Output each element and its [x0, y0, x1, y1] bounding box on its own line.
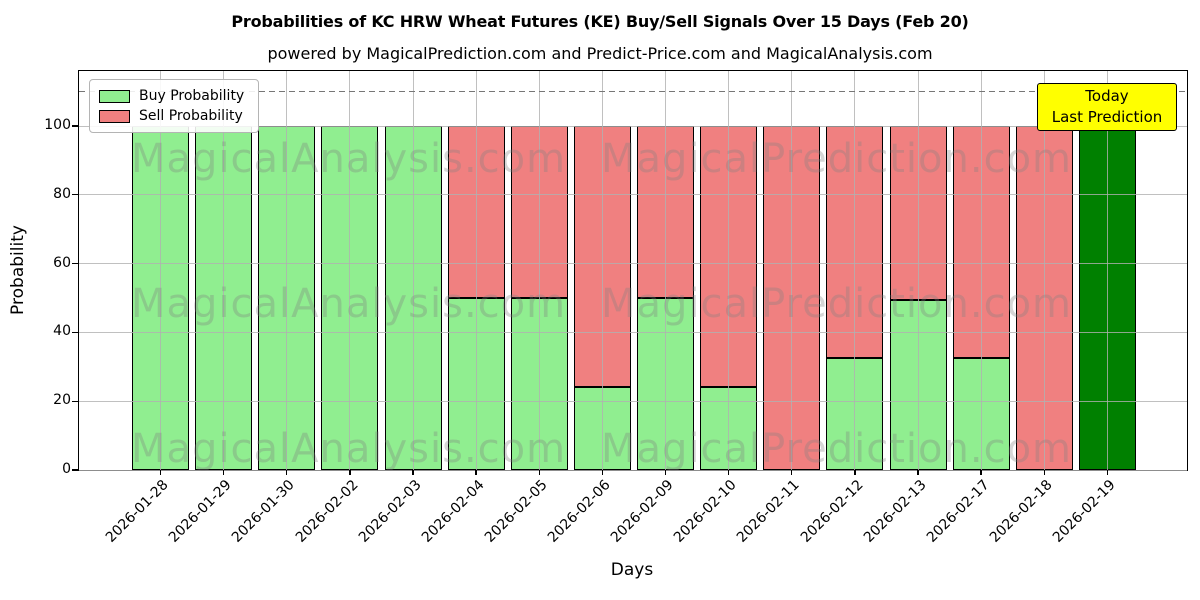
x-tick-mark: [727, 470, 730, 475]
gridline-horizontal: [79, 400, 1187, 402]
x-tick-mark: [1106, 470, 1109, 475]
gridline-vertical: [601, 71, 603, 470]
gridline-vertical: [160, 71, 161, 470]
gridline-vertical: [223, 71, 225, 470]
plot-area: Buy Probability Sell Probability Today L…: [44, 70, 1188, 546]
gridline-vertical: [1043, 71, 1045, 470]
gridline-horizontal: [79, 263, 1187, 265]
y-tick-label: 60: [53, 254, 71, 271]
x-tick-label: 2026-02-09: [608, 477, 677, 546]
x-tick-mark: [412, 470, 414, 475]
gridline-vertical: [349, 71, 351, 470]
today-annotation-line2: Last Prediction: [1051, 108, 1163, 126]
legend-label-sell: Sell Probability: [139, 108, 243, 124]
x-tick-mark: [854, 470, 856, 475]
today-annotation-box: Today Last Prediction: [1037, 83, 1177, 131]
x-tick-mark: [917, 470, 919, 475]
dashed-threshold-line: [79, 90, 1187, 93]
y-tick-label: 0: [62, 461, 71, 477]
chart-title: Probabilities of KC HRW Wheat Futures (K…: [231, 12, 969, 31]
legend-label-buy: Buy Probability: [139, 88, 245, 104]
x-tick-mark: [1043, 470, 1045, 475]
x-tick-label: 2026-02-06: [544, 477, 614, 546]
x-tick-label: 2026-02-10: [671, 477, 740, 546]
legend-swatch-sell: [99, 109, 130, 123]
x-tick-mark: [349, 470, 351, 475]
x-tick-mark: [159, 470, 162, 475]
legend-item-sell: Sell Probability: [99, 106, 244, 126]
legend: Buy Probability Sell Probability: [89, 79, 260, 133]
x-tick-mark: [664, 470, 667, 475]
gridline-vertical: [665, 71, 667, 470]
y-tick-mark: [72, 125, 78, 127]
y-tick-mark: [72, 469, 78, 471]
gridline-vertical: [980, 71, 982, 470]
x-axis-label: Days: [610, 560, 654, 580]
y-tick-mark: [72, 262, 78, 265]
watermark-text: MagicalAnalysis.com: [131, 281, 567, 327]
y-tick-label: 20: [53, 392, 71, 409]
gridline-vertical: [917, 71, 919, 470]
y-tick-mark: [72, 194, 78, 196]
y-tick-label: 100: [44, 117, 71, 133]
x-tick-label: 2026-02-04: [418, 477, 488, 546]
x-tick-label: 2026-02-17: [923, 477, 993, 546]
gridline-vertical: [854, 71, 856, 470]
gridline-vertical: [538, 71, 540, 470]
watermark-text: MagicalPrediction.com: [601, 136, 1072, 182]
x-tick-mark: [980, 470, 982, 475]
x-tick-label: 2026-01-30: [229, 477, 299, 546]
watermark-text: MagicalPrediction.com: [601, 426, 1072, 472]
legend-item-buy: Buy Probability: [99, 86, 244, 106]
y-tick-label: 80: [53, 185, 71, 202]
gridline-vertical: [728, 71, 730, 470]
x-tick-label: 2026-02-02: [292, 477, 362, 546]
y-tick-mark: [72, 400, 78, 402]
x-tick-label: 2026-02-18: [986, 477, 1056, 546]
x-tick-label: 2026-02-11: [734, 477, 804, 546]
y-tick-mark: [72, 331, 78, 334]
gridline-horizontal: [79, 331, 1187, 333]
gridline-horizontal: [79, 125, 1187, 127]
gridline-vertical: [791, 71, 793, 470]
watermark-text: MagicalAnalysis.com: [131, 426, 567, 472]
gridline-vertical: [475, 71, 477, 470]
legend-swatch-buy: [99, 89, 130, 103]
gridline-vertical: [1106, 71, 1108, 470]
y-tick-label: 40: [53, 323, 71, 340]
gridline-horizontal: [79, 194, 1187, 196]
x-tick-mark: [791, 470, 793, 475]
x-tick-label: 2026-01-28: [102, 477, 172, 546]
today-annotation-line1: Today: [1085, 87, 1129, 105]
x-tick-label: 2026-02-12: [797, 477, 867, 546]
x-tick-mark: [222, 470, 225, 475]
x-tick-label: 2026-01-29: [166, 477, 235, 546]
gridline-vertical: [286, 71, 288, 470]
watermark-text: MagicalPrediction.com: [601, 281, 1072, 327]
x-tick-label: 2026-02-03: [355, 477, 425, 546]
watermark-text: MagicalAnalysis.com: [131, 136, 567, 182]
gridline-vertical: [412, 71, 414, 470]
x-tick-label: 2026-02-05: [481, 477, 551, 546]
x-tick-label: 2026-02-19: [1049, 477, 1119, 546]
gridline-horizontal: [79, 469, 1187, 471]
chart-subtitle: powered by MagicalPrediction.com and Pre…: [267, 44, 933, 63]
x-tick-mark: [538, 470, 540, 475]
x-tick-mark: [475, 470, 477, 475]
x-tick-mark: [601, 470, 604, 475]
x-tick-label: 2026-02-13: [860, 477, 930, 546]
x-tick-mark: [286, 470, 288, 475]
